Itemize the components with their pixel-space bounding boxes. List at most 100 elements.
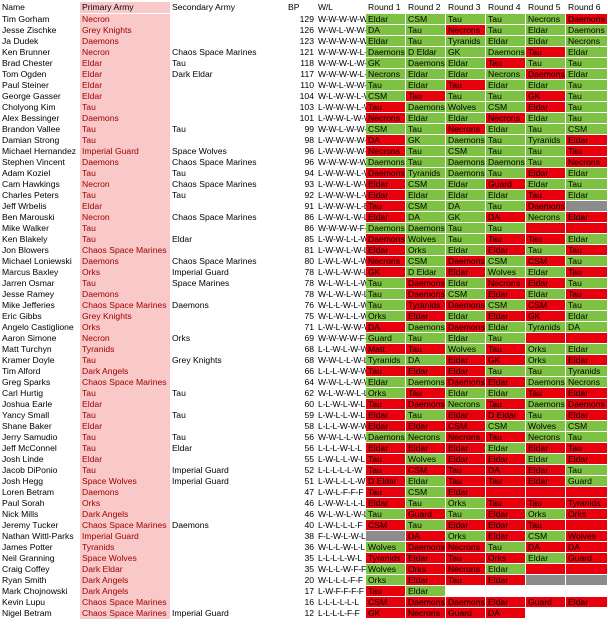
secondary-army [170, 344, 276, 355]
secondary-army: Grey Knights [172, 355, 222, 365]
win-loss-record: W-W-W-W-F-F [318, 223, 366, 233]
primary-army: Tyranids [80, 542, 170, 553]
round-1-result: Tau [366, 366, 406, 377]
round-2-result: Daemons [406, 399, 446, 410]
player-name: Damian Strong [2, 135, 60, 145]
round-5-result: Eldar [526, 278, 566, 289]
player-name: Tom Ogden [2, 69, 47, 79]
player-name: Carl Hurtig [2, 388, 44, 398]
round-2-result: Wolves [406, 234, 446, 245]
round-4-result: Tau [486, 168, 526, 179]
battle-points: 56 [304, 443, 314, 453]
battle-points: 60 [304, 399, 314, 409]
player-name: Mark Chojnowski [2, 586, 68, 596]
round-4-result: Eldar [486, 124, 526, 135]
win-loss-record: L-W-W-W-L-B [318, 201, 366, 211]
round-1-result: Tau [366, 465, 406, 476]
round-5-result: DA [526, 542, 566, 553]
player-name: Stephen Vincent [2, 157, 65, 167]
round-2-result: Daemons [406, 223, 446, 234]
secondary-army [170, 289, 276, 300]
secondary-army [170, 542, 276, 553]
player-name: Joshua Earle [2, 399, 53, 409]
round-3-result: Necrons [446, 124, 486, 135]
round-2-result: Eldar [406, 476, 446, 487]
win-loss-record: W-W-L-L-W-W [318, 432, 366, 442]
player-name: Brandon Vallee [2, 124, 61, 134]
table-row: Josh Hegg Space Wolves Imperial Guard 51 L-W… [0, 476, 608, 487]
table-row: Jarren Osmar Tau Space Marines 78 W-L-W-L-L-… [0, 278, 608, 289]
round-5-result: Tau [526, 146, 566, 157]
player-name: Cam Hawkings [2, 179, 60, 189]
round-1-result: Eldar [366, 245, 406, 256]
player-name: Mike Walker [2, 223, 49, 233]
round-2-result: GK [406, 135, 446, 146]
player-name: Craig Coffey [2, 564, 50, 574]
secondary-army: Chaos Space Marines [172, 47, 257, 57]
round-5-result: Tau [526, 245, 566, 256]
table-row: Eric Gibbs Grey Knights 75 W-L-W-L-L-W Orks E… [0, 311, 608, 322]
player-name: Jeff McConnel [2, 443, 57, 453]
round-6-result: Eldar [566, 388, 608, 399]
battle-points: 99 [304, 124, 314, 134]
primary-army: Daemons [80, 157, 170, 168]
round-6-result: Daemons [566, 399, 608, 410]
round-6-result: Eldar [566, 69, 608, 80]
battle-points: 96 [304, 157, 314, 167]
primary-army: Orks [80, 322, 170, 333]
win-loss-record: W-W-W-W-L-W [318, 69, 366, 79]
battle-points: 56 [304, 432, 314, 442]
player-name: Ryan Smith [2, 575, 47, 585]
secondary-army: Daemons [172, 520, 209, 530]
round-6-result: Eldar [566, 344, 608, 355]
round-6-result: Tyranids [566, 366, 608, 377]
win-loss-record: L-L-L-L-W-L [318, 553, 362, 563]
round-2-result: Orks [406, 245, 446, 256]
round-4-result: Tau [486, 201, 526, 212]
round-2-result: Daemons [406, 102, 446, 113]
round-4-result: Eldar [486, 443, 526, 454]
round-4-result: Tau [486, 366, 526, 377]
win-loss-record: L-W-W-W-L-W [318, 168, 366, 178]
player-name: Tim Gorham [2, 14, 50, 24]
round-5-result: Tau [526, 410, 566, 421]
primary-army: Dark Eldar [80, 564, 170, 575]
round-3-result: Tau [446, 14, 486, 25]
round-6-result: Eldar [566, 597, 608, 608]
secondary-army [170, 509, 276, 520]
round-5-result: CSM [526, 531, 566, 542]
round-4-result: Tau [486, 223, 526, 234]
round-5-result: Necrons [526, 432, 566, 443]
round-2-result: Eldar [406, 190, 446, 201]
win-loss-record: L-L-L-L-L-W [318, 465, 363, 475]
secondary-army: Imperial Guard [172, 608, 229, 618]
secondary-army [170, 223, 276, 234]
round-6-result: Eldar [566, 355, 608, 366]
primary-army: Eldar [80, 421, 170, 432]
primary-army: Chaos Space Marines [80, 597, 170, 608]
win-loss-record: W-W-L-L-W-W [318, 377, 366, 387]
table-row: Shane Baker Eldar 58 L-L-L-W-W-W Eldar Eldar C… [0, 421, 608, 432]
round-5-result: Tau [526, 190, 566, 201]
table-row: Kevin Lupu Chaos Space Marines 16 L-L-L-L-L… [0, 597, 608, 608]
round-3-result: Eldar [446, 267, 486, 278]
win-loss-record: L-W-W-L-L-W [318, 234, 366, 244]
header-round-4: Round 4 [488, 2, 521, 12]
win-loss-record: W-W-W-L-W-W [318, 58, 366, 68]
win-loss-record: L-W-L-L-L-W [318, 476, 366, 486]
round-1-result: Tau [366, 300, 406, 311]
round-1-result: Daemons [366, 157, 406, 168]
round-6-result [566, 201, 608, 212]
table-row: Ken Blakely Tau Eldar 85 L-W-W-L-L-W Daemons W… [0, 234, 608, 245]
round-3-result: Eldar [446, 190, 486, 201]
win-loss-record: L-W-L-L-L-F [318, 520, 363, 530]
secondary-army [170, 597, 276, 608]
player-name: Michael Hernandez [2, 146, 77, 156]
header-primary-army: Primary Army [80, 2, 170, 13]
round-4-result: Tau [486, 476, 526, 487]
round-6-result: Necrons [566, 36, 608, 47]
win-loss-record: W-W-L-W-W-W [318, 124, 366, 134]
round-5-result: Eldar [526, 465, 566, 476]
player-name: Jerry Samudio [2, 432, 58, 442]
round-1-result: Necrons [366, 256, 406, 267]
